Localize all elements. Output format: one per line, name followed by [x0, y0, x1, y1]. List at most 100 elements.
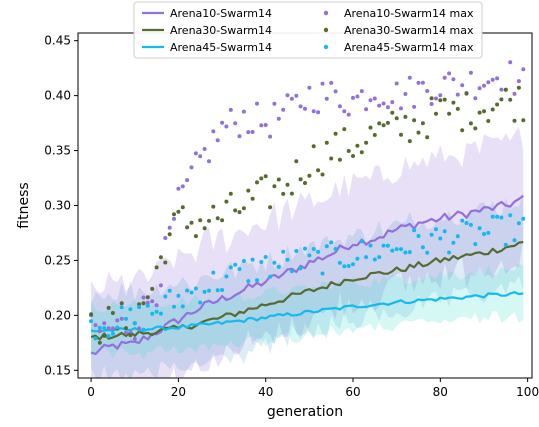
- arena30-swarm14-max-point: [324, 140, 329, 145]
- arena30-swarm14-max-point: [298, 177, 303, 182]
- y-tick-label: 0.25: [44, 253, 71, 267]
- arena10-swarm14-max-point: [477, 86, 482, 91]
- arena30-swarm14-max-point: [407, 139, 412, 144]
- arena30-swarm14-max-point: [150, 286, 155, 291]
- arena45-swarm14-max-point: [337, 260, 342, 265]
- arena10-swarm14-max-point: [115, 318, 120, 323]
- arena45-swarm14-max-point: [193, 286, 198, 291]
- x-tick-label: 40: [258, 385, 273, 399]
- arena10-swarm14-max-point: [351, 95, 355, 100]
- arena10-swarm14-max-point: [486, 80, 491, 85]
- arena10-swarm14-max-point: [416, 80, 421, 85]
- arena30-swarm14-max-point: [307, 173, 312, 178]
- arena10-swarm14-max-point: [163, 236, 168, 240]
- arena10-swarm14-max-point: [285, 93, 290, 98]
- arena30-swarm14-max-point: [268, 205, 273, 210]
- arena45-swarm14-max-point: [403, 250, 408, 255]
- arena10-swarm14-max-point: [158, 283, 163, 288]
- arena10-swarm14-max-point: [359, 89, 364, 94]
- arena10-swarm14-max-point: [281, 107, 286, 112]
- arena45-swarm14-max-point: [521, 216, 526, 221]
- arena10-swarm14-max-point: [342, 109, 347, 114]
- arena45-swarm14-max-point: [342, 264, 347, 269]
- arena10-swarm14-max-point: [333, 89, 338, 94]
- arena10-swarm14-max-point: [167, 225, 172, 230]
- arena10-swarm14-max-point: [207, 159, 211, 164]
- legend-label-arena45-swarm14-max: Arena45-Swarm14 max: [344, 41, 474, 54]
- arena30-swarm14-max-point: [281, 191, 286, 196]
- arena30-swarm14-max-point: [508, 97, 513, 102]
- arena45-swarm14-max-point: [241, 259, 246, 263]
- arena10-swarm14-max-point: [176, 186, 181, 191]
- arena45-swarm14-max-point: [355, 256, 360, 261]
- arena45-swarm14-max-point: [368, 243, 373, 248]
- arena10-swarm14-max-point: [185, 178, 190, 183]
- arena45-swarm14-max-point: [298, 266, 303, 271]
- confidence-bands: [91, 126, 524, 378]
- y-tick-label: 0.20: [44, 308, 71, 322]
- arena30-swarm14-max-point: [250, 196, 255, 201]
- arena30-swarm14-max-point: [512, 118, 517, 123]
- arena30-swarm14-max-point: [490, 107, 495, 112]
- arena10-swarm14-band: [91, 126, 524, 378]
- arena45-swarm14-max-point: [220, 288, 225, 292]
- arena30-swarm14-max-point: [464, 91, 469, 96]
- arena10-swarm14-max-point: [337, 104, 342, 109]
- arena10-swarm14-max-point: [320, 81, 325, 86]
- arena10-swarm14-max-point: [241, 109, 246, 114]
- arena10-swarm14-max-point: [390, 100, 395, 105]
- arena30-swarm14-max-point: [364, 140, 369, 145]
- arena10-swarm14-max-point: [193, 151, 198, 156]
- legend-label-arena30-swarm14-max: Arena30-Swarm14 max: [344, 24, 474, 37]
- arena30-swarm14-max-point: [158, 255, 163, 260]
- arena30-swarm14-max-point: [224, 199, 229, 204]
- arena45-swarm14-max-point: [115, 325, 120, 330]
- arena45-swarm14-max-point: [102, 326, 107, 331]
- mean-lines: [90, 194, 524, 356]
- arena30-swarm14-max-point: [180, 205, 185, 210]
- arena30-swarm14-max-point: [394, 116, 399, 121]
- arena10-swarm14-max-point: [263, 123, 268, 127]
- arena30-swarm14-max-point: [390, 110, 395, 115]
- arena30-swarm14-max-point: [89, 312, 94, 317]
- arena45-swarm14-max-point: [351, 262, 355, 267]
- arena10-swarm14-max-point: [447, 71, 452, 76]
- arena45-swarm14-max-point: [150, 311, 155, 316]
- arena10-swarm14-max-point: [220, 120, 225, 125]
- arena45-swarm14-max-point: [172, 304, 176, 309]
- legend-label-arena45-swarm14: Arena45-Swarm14: [170, 41, 272, 54]
- arena45-swarm14-max-point: [490, 214, 495, 219]
- arena30-swarm14-max-point: [381, 123, 386, 128]
- arena45-swarm14-max-point: [189, 290, 194, 295]
- arena30-swarm14-max-point: [241, 206, 246, 211]
- arena30-swarm14-max-point: [289, 191, 294, 196]
- arena10-swarm14-max-point: [455, 92, 460, 97]
- arena45-swarm14-max-point: [434, 227, 438, 232]
- y-tick-label: 0.30: [44, 199, 71, 213]
- arena10-swarm14-max-point: [237, 134, 242, 139]
- arena30-swarm14-max-point: [167, 232, 172, 237]
- arena30-swarm14-max-point: [416, 130, 421, 135]
- arena45-swarm14-max-point: [359, 239, 364, 244]
- arena30-swarm14-max-point: [106, 305, 111, 310]
- arena10-swarm14-max-point: [473, 96, 478, 101]
- arena10-swarm14-max-point: [460, 83, 465, 88]
- arena45-swarm14-max-point: [89, 319, 94, 324]
- arena10-swarm14-max-point: [381, 101, 386, 106]
- arena10-swarm14-max-point: [451, 77, 456, 82]
- arena45-swarm14-max-point: [224, 274, 229, 279]
- arena30-swarm14-max-point: [451, 100, 456, 105]
- arena30-swarm14-band: [91, 191, 524, 378]
- arena10-swarm14-max-point: [137, 326, 142, 331]
- arena10-swarm14-max-point: [516, 79, 521, 84]
- arena10-swarm14-max-point: [119, 316, 124, 321]
- arena45-swarm14-max-point: [167, 288, 172, 293]
- arena30-swarm14-max-point: [499, 97, 504, 102]
- arena30-swarm14-max-point: [294, 159, 299, 164]
- arena45-swarm14-max-point: [246, 279, 251, 284]
- arena30-swarm14-max-point: [438, 98, 443, 103]
- arena10-swarm14-max-point: [403, 92, 408, 96]
- arena10-swarm14-max-point: [438, 93, 443, 98]
- arena45-swarm14-max-point: [420, 245, 425, 250]
- arena45-swarm14-max-point: [399, 247, 403, 252]
